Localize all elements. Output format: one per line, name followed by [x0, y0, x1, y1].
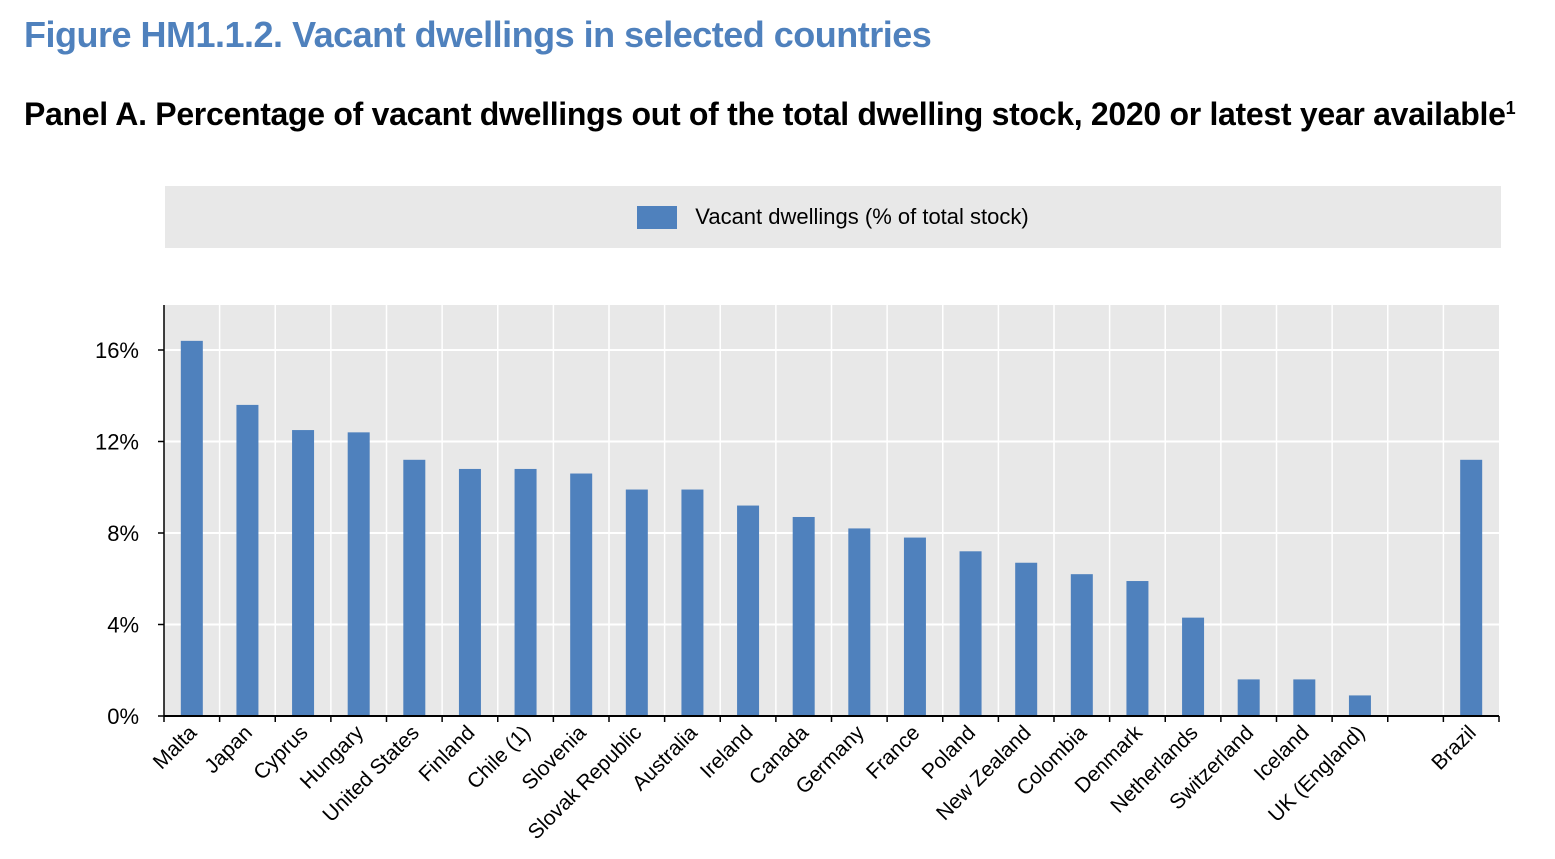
- bar: [1126, 581, 1149, 716]
- bar: [570, 473, 593, 716]
- bar: [403, 459, 426, 716]
- panel-title-text: Panel A. Percentage of vacant dwellings …: [24, 96, 1506, 132]
- bar: [180, 340, 203, 716]
- y-tick-label: 4%: [107, 613, 139, 638]
- x-category-label: United States: [318, 721, 423, 826]
- bar: [903, 537, 926, 716]
- bar: [1182, 617, 1205, 716]
- chart-legend: Vacant dwellings (% of total stock): [165, 186, 1501, 248]
- figure-title: Figure HM1.1.2. Vacant dwellings in sele…: [24, 14, 932, 55]
- grid-lines: [164, 305, 1499, 716]
- panel-title: Panel A. Percentage of vacant dwellings …: [24, 96, 1516, 133]
- axes: [163, 305, 1500, 722]
- x-category-label: Brazil: [1427, 721, 1480, 774]
- bar: [792, 516, 815, 716]
- bar: [458, 468, 481, 716]
- legend-swatch: [637, 205, 678, 229]
- x-category-label: Malta: [149, 721, 202, 774]
- x-category-label: UK (England): [1264, 721, 1369, 826]
- bar: [514, 468, 537, 716]
- bar: [1348, 695, 1371, 716]
- panel-note-marker: 1: [1505, 98, 1516, 118]
- bar: [347, 432, 370, 716]
- bar: [1237, 679, 1260, 716]
- bar: [292, 430, 315, 716]
- x-category-label: France: [862, 721, 924, 783]
- x-category-label: Japan: [200, 721, 257, 778]
- bar: [681, 489, 704, 716]
- bar: [1460, 459, 1483, 716]
- bar: [737, 505, 760, 716]
- bars: [180, 340, 1483, 716]
- bar: [236, 404, 259, 716]
- legend-label: Vacant dwellings (% of total stock): [695, 204, 1029, 229]
- bar: [959, 551, 982, 716]
- bar: [1070, 574, 1093, 716]
- y-tick-label: 0%: [107, 704, 139, 729]
- y-tick-label: 16%: [95, 338, 139, 363]
- bar: [625, 489, 648, 716]
- y-axis-ticks: 0% 4% 8% 12% 16%: [95, 338, 164, 729]
- bar: [848, 528, 871, 716]
- bar: [1015, 562, 1038, 716]
- y-tick-label: 8%: [107, 521, 139, 546]
- y-tick-label: 12%: [95, 430, 139, 455]
- bar: [1293, 679, 1316, 716]
